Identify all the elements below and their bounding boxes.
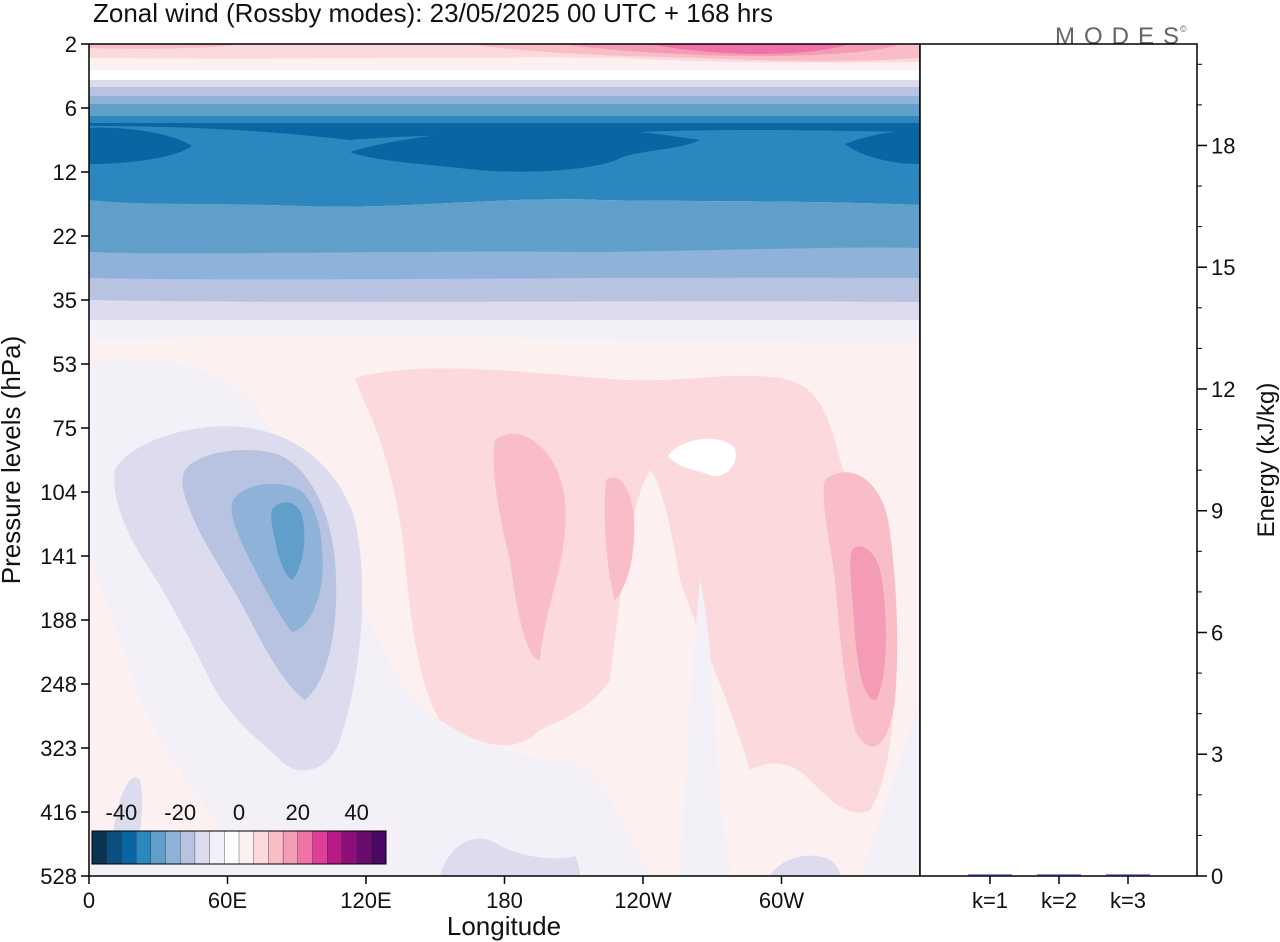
energy-tick-label: 6 [1211,620,1223,645]
band-neg-7 [89,199,920,255]
colorbar-swatch [356,830,372,865]
pressure-tick-label: 104 [40,480,77,505]
energy-category-label: k=3 [1110,888,1146,913]
pressure-axis: 2 6 12 22 35 53 75 104 141 188 248 323 416 528 [40,32,89,889]
colorbar-tick-label: -20 [164,800,196,825]
energy-bar [1106,874,1150,876]
band-core-west [89,127,192,164]
colorbar-swatch [297,830,313,865]
tropo-pink-1 [355,368,894,813]
low-negative-column [680,580,732,876]
energy-tick-label: 12 [1211,377,1235,402]
x-axis-title: Longitude [447,911,561,941]
colorbar-swatch [179,830,196,865]
colorbar-swatch [165,830,181,865]
band-top-pink-4 [650,44,850,54]
tropo-positive-left [89,560,230,840]
energy-category-label: k=1 [972,888,1008,913]
pressure-tick-label: 53 [53,352,77,377]
colorbar-swatch [341,830,358,865]
band-core-east [845,130,920,164]
band-neg-9 [89,277,920,302]
colorbar-frame [91,830,387,865]
pressure-tick-label: 6 [65,96,77,121]
energy-tick-label: 3 [1211,742,1223,767]
pressure-tick-label: 12 [53,160,77,185]
modes-logo-mark: © [1180,24,1187,34]
pressure-tick-label: 248 [40,672,77,697]
energy-frame [919,43,1198,877]
pressure-tick-label: 141 [40,544,77,569]
energy-tick-label: 9 [1211,499,1223,524]
colorbar-tick-label: 40 [344,800,368,825]
colorbar-swatch [224,830,240,865]
tropo-pink-2 [493,433,566,660]
colorbar-swatch [209,830,225,865]
energy-category-label: k=2 [1041,888,1077,913]
colorbar-swatch [282,830,299,865]
energy-tick-label: 0 [1211,864,1223,889]
colorbar-tick-label: 20 [286,800,310,825]
longitude-tick-label: 120E [340,888,391,913]
tropo-white-hole [668,438,736,477]
tropo-pink-5 [850,546,886,700]
colorbar-swatch [268,830,284,865]
energy-panel: 0 3 6 9 12 15 18 k=1 k=2 k=3 [919,43,1235,913]
low-negative-2 [770,855,840,876]
energy-axis-title: Energy (kJ/kg) [1253,383,1280,538]
colorbar-tick-label: 0 [233,800,245,825]
band-core-center [350,129,700,172]
longitude-tick-label: 60E [208,888,247,913]
longitude-tick-label: 60W [759,888,804,913]
longitude-tick-label: 180 [486,888,523,913]
pressure-tick-label: 416 [40,800,77,825]
colorbar-swatch [91,830,108,865]
pressure-tick-label: 35 [53,288,77,313]
pressure-tick-label: 188 [40,608,77,633]
tropo-negative-4 [271,502,305,580]
energy-bar [1037,874,1081,876]
tropo-pink-3 [604,477,635,600]
colorbar-swatch [253,830,269,865]
colorbar-swatch [106,830,122,865]
band-neg-4 [89,104,920,118]
band-neg-10 [89,300,920,320]
low-negative-3 [112,777,143,840]
chart-title: Zonal wind (Rossby modes): 23/05/2025 00… [93,0,773,28]
energy-bar [968,874,1012,876]
pressure-tick-label: 22 [53,224,77,249]
energy-tick-label: 18 [1211,133,1235,158]
colorbar: -40 -20 0 20 40 [91,800,387,865]
longitude-tick-label: 120W [614,888,672,913]
colorbar-swatch [121,830,137,865]
pressure-tick-label: 528 [40,864,77,889]
colorbar-swatch [371,830,387,865]
pressure-tick-label: 75 [53,416,77,441]
colorbar-tick-label: -40 [106,800,138,825]
energy-tick-label: 15 [1211,255,1235,280]
colorbar-swatch [150,830,167,865]
band-zero [89,70,920,80]
y-axis-title: Pressure levels (hPa) [0,336,26,585]
colorbar-swatch [327,830,343,865]
colorbar-swatch [135,830,152,865]
band-neg-8 [89,247,920,280]
pressure-tick-label: 2 [65,32,77,57]
colorbar-swatch [312,830,328,865]
colorbar-swatch [194,830,211,865]
longitude-axis: 0 60E 120E 180 120W 60W [83,876,804,913]
low-negative-1 [440,838,580,876]
longitude-tick-label: 0 [83,888,95,913]
contour-field [89,44,920,876]
pressure-tick-label: 323 [40,736,77,761]
colorbar-swatch [238,830,255,865]
